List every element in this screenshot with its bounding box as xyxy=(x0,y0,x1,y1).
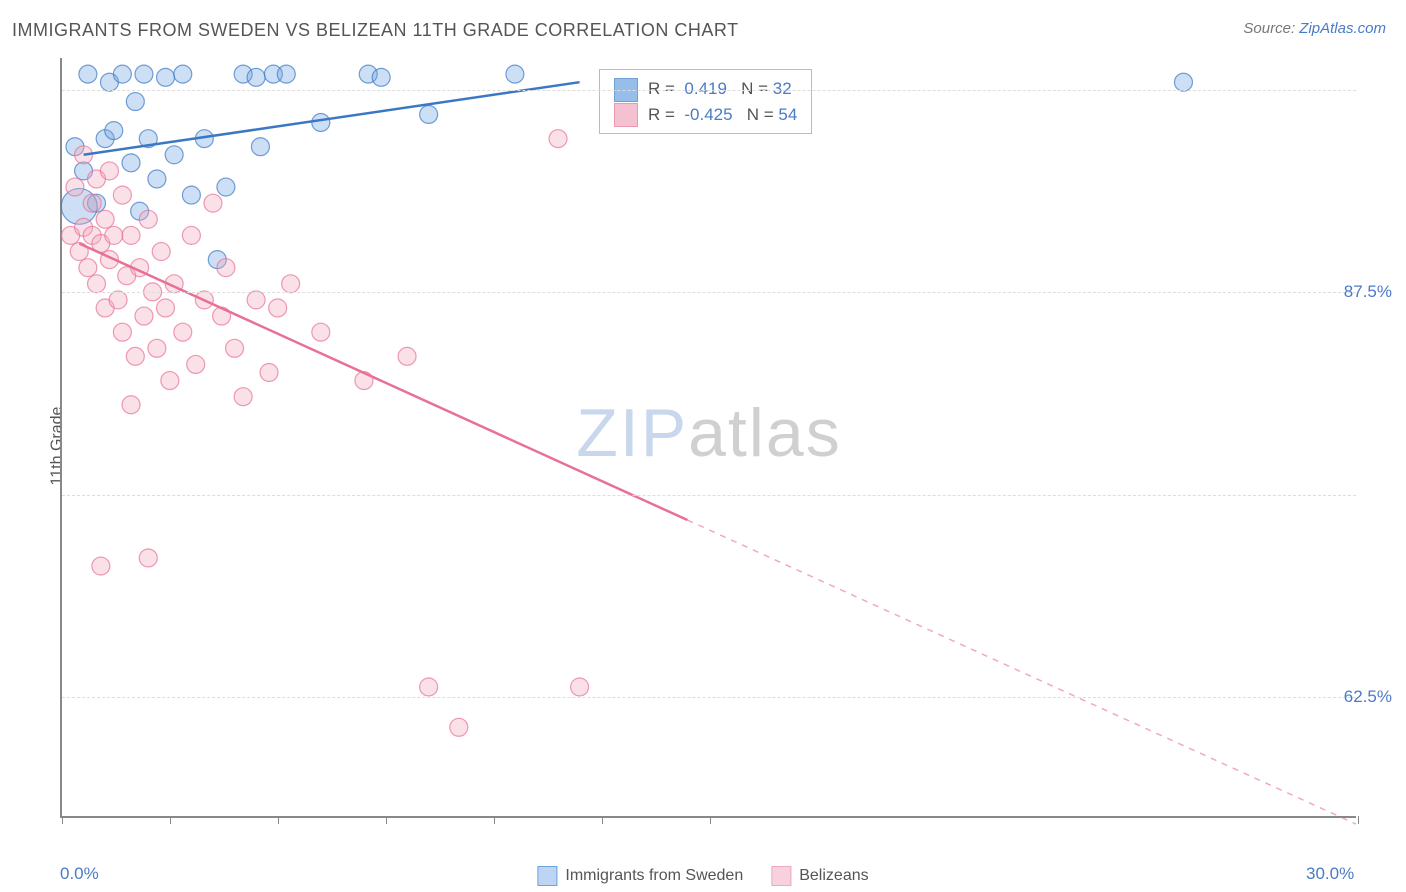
chart-title: IMMIGRANTS FROM SWEDEN VS BELIZEAN 11TH … xyxy=(12,20,739,41)
gridline xyxy=(62,495,1356,496)
data-point xyxy=(204,194,222,212)
data-point xyxy=(269,299,287,317)
data-point xyxy=(157,299,175,317)
data-point xyxy=(372,68,390,86)
data-point xyxy=(148,339,166,357)
data-point xyxy=(549,130,567,148)
data-point xyxy=(282,275,300,293)
data-point xyxy=(100,162,118,180)
stats-row: R = -0.425 N = 54 xyxy=(614,102,797,128)
x-tick xyxy=(602,816,603,824)
x-tick xyxy=(1358,816,1359,824)
legend-swatch xyxy=(614,103,638,127)
source-label: Source: xyxy=(1243,20,1299,37)
gridline xyxy=(62,292,1356,293)
data-point xyxy=(260,364,278,382)
x-tick xyxy=(170,816,171,824)
x-tick xyxy=(278,816,279,824)
x-tick xyxy=(62,816,63,824)
data-point xyxy=(126,93,144,111)
data-point xyxy=(450,718,468,736)
data-point xyxy=(226,339,244,357)
legend-bottom: Immigrants from Sweden Belizeans xyxy=(537,866,868,886)
x-tick xyxy=(386,816,387,824)
y-tick-label: 62.5% xyxy=(1344,687,1392,707)
n-value: 32 xyxy=(773,79,792,98)
plot-svg xyxy=(62,58,1356,816)
legend-swatch xyxy=(771,866,791,886)
data-point xyxy=(148,170,166,188)
data-point xyxy=(251,138,269,156)
data-point xyxy=(113,65,131,83)
legend-swatch xyxy=(537,866,557,886)
data-point xyxy=(312,114,330,132)
data-point xyxy=(122,226,140,244)
data-point xyxy=(105,226,123,244)
data-point xyxy=(571,678,589,696)
data-point xyxy=(187,355,205,373)
gridline xyxy=(62,697,1356,698)
data-point xyxy=(161,372,179,390)
data-point xyxy=(96,210,114,228)
data-point xyxy=(165,146,183,164)
r-value: 0.419 xyxy=(684,79,727,98)
data-point xyxy=(105,122,123,140)
x-tick xyxy=(494,816,495,824)
plot-area: ZIPatlas R = 0.419 N = 32R = -0.425 N = … xyxy=(60,58,1356,818)
data-point xyxy=(139,549,157,567)
data-point xyxy=(157,68,175,86)
data-point xyxy=(92,557,110,575)
data-point xyxy=(79,259,97,277)
x-tick xyxy=(710,816,711,824)
data-point xyxy=(234,388,252,406)
trend-line-dashed xyxy=(687,520,1356,824)
x-tick-label: 0.0% xyxy=(60,864,99,884)
data-point xyxy=(174,323,192,341)
gridline xyxy=(62,90,1356,91)
source-link[interactable]: ZipAtlas.com xyxy=(1299,20,1386,37)
data-point xyxy=(113,186,131,204)
data-point xyxy=(88,275,106,293)
chart-container: IMMIGRANTS FROM SWEDEN VS BELIZEAN 11TH … xyxy=(0,0,1406,892)
x-tick-label: 30.0% xyxy=(1306,864,1354,884)
data-point xyxy=(1174,73,1192,91)
data-point xyxy=(122,154,140,172)
data-point xyxy=(66,178,84,196)
trend-line xyxy=(84,82,580,155)
data-point xyxy=(182,186,200,204)
data-point xyxy=(83,194,101,212)
n-value: 54 xyxy=(778,105,797,124)
data-point xyxy=(139,210,157,228)
data-point xyxy=(135,65,153,83)
data-point xyxy=(113,323,131,341)
data-point xyxy=(174,65,192,83)
correlation-stats-box: R = 0.419 N = 32R = -0.425 N = 54 xyxy=(599,69,812,134)
r-value: -0.425 xyxy=(684,105,732,124)
data-point xyxy=(122,396,140,414)
data-point xyxy=(277,65,295,83)
data-point xyxy=(506,65,524,83)
data-point xyxy=(420,678,438,696)
data-point xyxy=(247,68,265,86)
data-point xyxy=(398,347,416,365)
data-point xyxy=(182,226,200,244)
source-attribution: Source: ZipAtlas.com xyxy=(1243,20,1386,37)
data-point xyxy=(109,291,127,309)
y-tick-label: 87.5% xyxy=(1344,282,1392,302)
data-point xyxy=(152,243,170,261)
data-point xyxy=(79,65,97,83)
data-point xyxy=(217,259,235,277)
data-point xyxy=(135,307,153,325)
data-point xyxy=(126,347,144,365)
data-point xyxy=(217,178,235,196)
data-point xyxy=(420,105,438,123)
data-point xyxy=(247,291,265,309)
data-point xyxy=(312,323,330,341)
legend-item: Immigrants from Sweden xyxy=(537,866,743,886)
legend-item: Belizeans xyxy=(771,866,868,886)
stats-row: R = 0.419 N = 32 xyxy=(614,76,797,102)
